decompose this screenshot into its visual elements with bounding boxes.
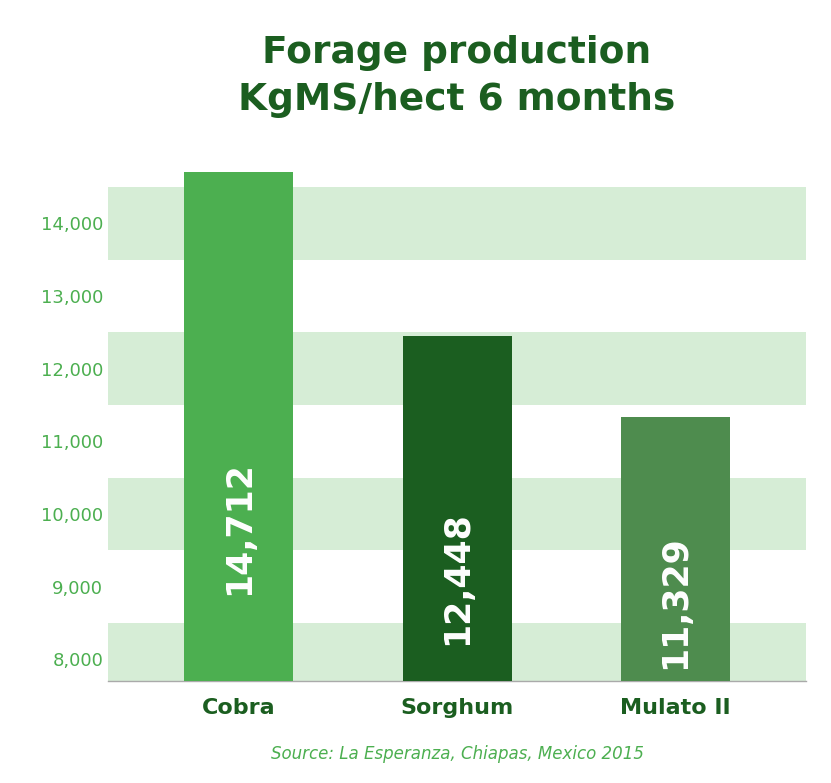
Text: 12,448: 12,448 xyxy=(440,511,474,644)
Bar xyxy=(108,623,806,696)
Bar xyxy=(108,478,806,550)
Text: KgMS/hect 6 months: KgMS/hect 6 months xyxy=(238,82,676,118)
Bar xyxy=(184,171,293,681)
Text: 14,712: 14,712 xyxy=(222,461,256,595)
Bar xyxy=(621,417,730,681)
Bar xyxy=(402,336,512,681)
Text: Forage production: Forage production xyxy=(263,35,652,71)
Bar xyxy=(108,187,806,259)
Text: Source: La Esperanza, Chiapas, Mexico 2015: Source: La Esperanza, Chiapas, Mexico 20… xyxy=(271,745,643,763)
Bar xyxy=(108,332,806,405)
Text: 11,329: 11,329 xyxy=(658,535,692,669)
